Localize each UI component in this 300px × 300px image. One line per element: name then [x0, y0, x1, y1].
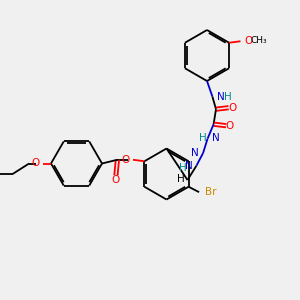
Text: O: O — [226, 121, 234, 131]
Text: H: H — [199, 133, 206, 143]
Text: CH₃: CH₃ — [251, 36, 268, 45]
Text: O: O — [32, 158, 40, 169]
Text: Br: Br — [205, 187, 217, 197]
Text: O: O — [228, 103, 236, 113]
Text: H: H — [224, 92, 232, 103]
Text: N: N — [185, 160, 193, 171]
Text: O: O — [122, 155, 130, 165]
Text: N: N — [212, 133, 220, 143]
Text: O: O — [112, 175, 120, 184]
Text: H: H — [179, 163, 187, 173]
Text: H: H — [177, 174, 185, 184]
Text: N: N — [217, 92, 225, 103]
Text: N: N — [191, 148, 199, 158]
Text: O: O — [244, 36, 253, 46]
